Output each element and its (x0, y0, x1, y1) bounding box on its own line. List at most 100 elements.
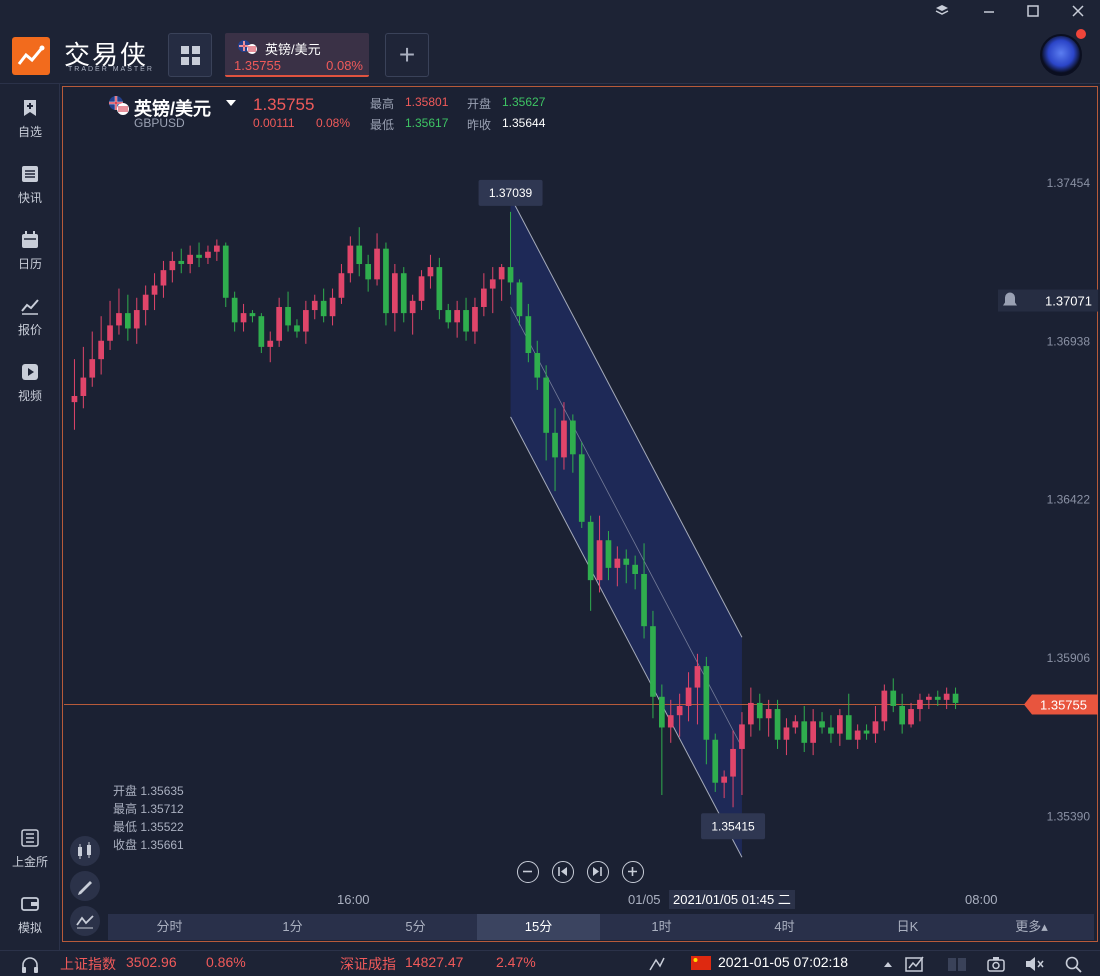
wallet-icon (21, 897, 39, 911)
index1-value: 3502.96 (126, 954, 177, 970)
top-bar: 交易侠 TRADER MASTER 英镑/美元 1.35755 0.08% + (0, 0, 1100, 84)
plus-icon (628, 867, 637, 876)
bookmark-icon (24, 100, 36, 116)
timeframe-bar: 分时 1分 5分 15分 1时 4时 日K 更多▴ (108, 914, 1094, 940)
sidebar-item-label: 日历 (17, 257, 42, 271)
pencil-icon (78, 881, 92, 895)
price-change-pct: 0.08% (316, 116, 351, 130)
search-icon[interactable] (1064, 955, 1084, 973)
sidebar: 自选 快讯 日历 报价 视频 上金所 模拟 (0, 84, 60, 950)
last-price: 1.35755 (253, 95, 315, 114)
sidebar-item-favorites[interactable]: 自选 (0, 98, 60, 140)
timeframe-tab[interactable]: 4时 (774, 919, 795, 934)
index1-name[interactable]: 上证指数 (60, 956, 116, 972)
draw-tool-button[interactable] (70, 871, 100, 901)
notification-dot (1076, 29, 1086, 39)
sidebar-item-label: 模拟 (17, 921, 42, 935)
sidebar-item-video[interactable]: 视频 (0, 362, 60, 404)
chart-window-icon[interactable] (904, 955, 926, 973)
candles-icon (78, 842, 91, 859)
zoom-out-button[interactable] (517, 861, 539, 883)
sidebar-item-calendar[interactable]: 日历 (0, 230, 60, 272)
layout-icon[interactable] (946, 955, 968, 973)
ohlc-close: 收盘 1.35661 (113, 838, 184, 852)
tab-gbpusd[interactable]: 英镑/美元 1.35755 0.08% (225, 33, 369, 77)
zoom-in-button[interactable] (622, 861, 644, 883)
price-change: 0.00111 (253, 116, 295, 130)
brand-subtitle: TRADER MASTER (68, 66, 154, 73)
ohlc-info: 开盘 1.35635 最高 1.35712 最低 1.35522 收盘 1.35… (113, 782, 184, 854)
ohlc-high: 最高 1.35712 (113, 802, 184, 816)
instrument-code: GBPUSD (134, 116, 185, 130)
index2-value: 14827.47 (405, 954, 464, 970)
index2-name[interactable]: 深证成指 (340, 956, 396, 972)
indicator-button[interactable] (70, 906, 100, 936)
uk-us-flag-icon (109, 96, 129, 115)
sidebar-item-simulate[interactable]: 模拟 (0, 894, 60, 936)
timeframe-tab[interactable]: 1分 (282, 919, 303, 934)
tab-price: 1.35755 (234, 58, 281, 73)
app-logo (12, 37, 50, 75)
mute-icon[interactable] (1024, 955, 1044, 973)
scroll-start-button[interactable] (552, 861, 574, 883)
sidebar-item-exchange[interactable]: 上金所 (0, 828, 60, 870)
prev-close-value: 1.35644 (502, 116, 546, 130)
tab-name: 英镑/美元 (265, 42, 321, 57)
timeframe-tab-more[interactable]: 更多▴ (1015, 919, 1048, 934)
uk-us-flag-icon (238, 40, 257, 54)
open-value: 1.35627 (502, 95, 546, 109)
maximize-icon[interactable] (1023, 4, 1043, 21)
index2-pct: 2.47% (496, 954, 536, 970)
plus-icon: + (398, 39, 416, 70)
clock: 2021-01-05 07:02:18 (718, 954, 848, 970)
timeframe-tab[interactable]: 分时 (156, 919, 183, 934)
layers-icon[interactable] (932, 4, 952, 21)
timeframe-tab[interactable]: 5分 (405, 919, 426, 934)
index1-pct: 0.86% (206, 954, 246, 970)
chart-icon (21, 299, 39, 315)
skip-forward-icon (593, 867, 602, 876)
x-tick-label: 16:00 (337, 892, 370, 907)
sidebar-item-label: 报价 (17, 323, 42, 337)
grid-icon (181, 46, 200, 65)
timeframe-tab[interactable]: 1时 (651, 919, 672, 934)
sidebar-item-label: 快讯 (17, 191, 42, 205)
sidebar-item-label: 自选 (17, 125, 42, 139)
timeframe-tab[interactable]: 日K (896, 919, 919, 934)
avatar[interactable] (1040, 34, 1082, 76)
sidebar-item-quotes[interactable]: 报价 (0, 296, 60, 338)
ohlc-low: 最低 1.35522 (113, 820, 184, 834)
x-tick-label: 08:00 (965, 892, 998, 907)
camera-icon[interactable] (986, 955, 1006, 973)
minimize-icon[interactable] (979, 4, 999, 21)
play-icon (22, 364, 38, 380)
instrument-name[interactable]: 英镑/美元 (134, 99, 212, 119)
chart-panel (62, 86, 1098, 942)
low-label: 最低 (370, 118, 395, 132)
timeframe-tab-active[interactable]: 15分 (477, 914, 600, 940)
add-tab-button[interactable]: + (385, 33, 429, 77)
candle-style-button[interactable] (70, 836, 100, 866)
skip-back-icon (558, 867, 567, 876)
chevron-down-icon[interactable] (226, 100, 236, 106)
scroll-end-button[interactable] (587, 861, 609, 883)
signal-icon[interactable] (648, 956, 666, 972)
ohlc-open: 开盘 1.35635 (113, 784, 184, 798)
wave-icon (76, 915, 94, 929)
list-icon (22, 166, 38, 182)
prev-close-label: 昨收 (467, 118, 492, 132)
low-value: 1.35617 (405, 116, 449, 130)
sidebar-item-label: 上金所 (11, 855, 48, 869)
brand-name: 交易侠 (64, 41, 149, 71)
status-bar: 上证指数 3502.96 0.86% 深证成指 14827.47 2.47% 2… (0, 950, 1100, 976)
close-icon[interactable] (1068, 4, 1088, 21)
high-value: 1.35801 (405, 95, 449, 109)
tab-change-pct: 0.08% (326, 58, 363, 73)
minus-icon (523, 870, 532, 873)
sidebar-item-news[interactable]: 快讯 (0, 164, 60, 206)
chevron-up-icon[interactable] (883, 960, 893, 968)
layout-grid-button[interactable] (168, 33, 212, 77)
headset-icon[interactable] (20, 956, 40, 974)
sidebar-item-label: 视频 (17, 389, 42, 403)
